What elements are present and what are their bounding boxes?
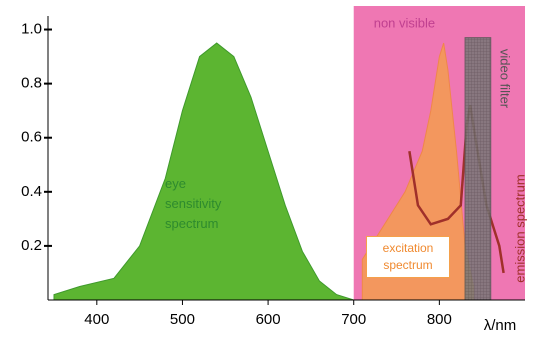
- series-label: excitation spectrum: [366, 236, 450, 278]
- y-tick-label: 0.6: [21, 129, 42, 146]
- area: [53, 42, 354, 301]
- x-tick-label: 700: [341, 311, 366, 328]
- y-tick-label: 0.8: [21, 75, 42, 92]
- series-label: eye sensitivity spectrum: [165, 176, 222, 231]
- x-tick-label: 600: [256, 311, 281, 328]
- y-tick-label: 0.2: [21, 237, 42, 254]
- area: [464, 37, 492, 301]
- x-tick-label: 800: [427, 311, 452, 328]
- band-label: non visible: [374, 15, 435, 30]
- series-label: emission spectrum: [512, 174, 528, 283]
- x-axis-label: λ/nm: [484, 317, 517, 334]
- y-tick-label: 1.0: [21, 20, 42, 37]
- y-tick-label: 0.4: [21, 183, 42, 200]
- x-tick-label: 400: [84, 311, 109, 328]
- series-label: video filter: [497, 48, 513, 109]
- x-tick-label: 500: [170, 311, 195, 328]
